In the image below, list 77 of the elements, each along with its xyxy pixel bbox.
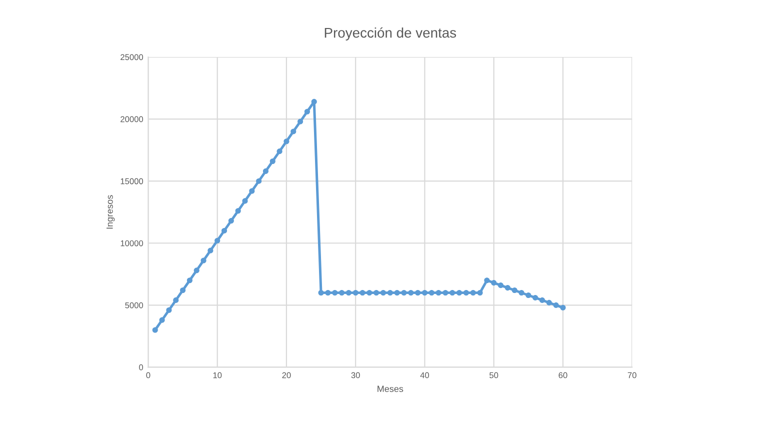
- point: [235, 208, 241, 214]
- point: [256, 178, 262, 184]
- x-tick-label: 0: [146, 372, 150, 378]
- point: [214, 238, 220, 244]
- y-axis-title: Ingresos: [106, 195, 115, 229]
- point: [208, 248, 214, 254]
- point: [401, 290, 407, 296]
- point: [173, 297, 179, 303]
- point: [318, 290, 324, 296]
- point: [298, 118, 304, 124]
- y-tick-label: 20000: [120, 116, 144, 122]
- point: [276, 148, 282, 154]
- point: [262, 168, 269, 174]
- x-tick-label: 70: [628, 372, 636, 378]
- point: [360, 290, 366, 296]
- point: [394, 290, 400, 296]
- point: [200, 258, 206, 264]
- point: [512, 288, 518, 294]
- y-tick-label: 25000: [120, 54, 144, 60]
- point: [249, 188, 255, 194]
- y-tick-label: 5000: [125, 302, 144, 308]
- x-tick-label: 10: [213, 372, 222, 378]
- x-tick-label: 50: [490, 372, 498, 378]
- point: [380, 290, 386, 296]
- point: [553, 302, 559, 308]
- x-tick-label: 40: [420, 372, 430, 378]
- point: [450, 290, 456, 296]
- point: [366, 290, 372, 296]
- point: [166, 307, 172, 313]
- point: [242, 198, 248, 204]
- point: [186, 278, 192, 284]
- point: [518, 290, 524, 296]
- x-tick-label: 20: [282, 372, 291, 378]
- point: [498, 282, 504, 288]
- point: [456, 290, 462, 296]
- point: [284, 138, 290, 144]
- y-tick-label: 0: [139, 364, 144, 370]
- point: [560, 304, 566, 310]
- point: [374, 290, 380, 296]
- point: [387, 290, 393, 296]
- point: [470, 290, 476, 296]
- chart-title: Proyección de ventas: [324, 27, 456, 40]
- x-tick-label: 60: [558, 372, 568, 378]
- point: [436, 290, 442, 296]
- point: [290, 128, 296, 134]
- point: [504, 285, 510, 291]
- point: [532, 294, 538, 300]
- point: [194, 268, 200, 274]
- point: [415, 290, 421, 296]
- point: [159, 317, 165, 323]
- point: [180, 288, 186, 294]
- point: [338, 290, 345, 296]
- x-tick-label: 30: [351, 372, 360, 378]
- point: [152, 327, 158, 333]
- y-tick-label: 10000: [120, 240, 144, 246]
- point: [526, 292, 532, 298]
- point: [221, 228, 228, 234]
- point: [422, 290, 428, 296]
- point: [408, 290, 414, 296]
- point: [463, 290, 469, 296]
- point: [491, 280, 497, 286]
- point: [484, 278, 490, 284]
- point: [477, 290, 483, 296]
- point: [228, 218, 234, 224]
- point: [428, 290, 434, 296]
- point: [304, 108, 310, 114]
- point: [539, 297, 545, 303]
- point: [346, 290, 352, 296]
- point: [270, 158, 276, 164]
- point: [352, 290, 358, 296]
- x-axis-title: Meses: [378, 386, 404, 392]
- point: [325, 290, 331, 296]
- point: [332, 290, 338, 296]
- point: [442, 290, 448, 296]
- y-tick-label: 15000: [120, 178, 144, 184]
- point: [546, 300, 552, 306]
- point: [311, 98, 317, 104]
